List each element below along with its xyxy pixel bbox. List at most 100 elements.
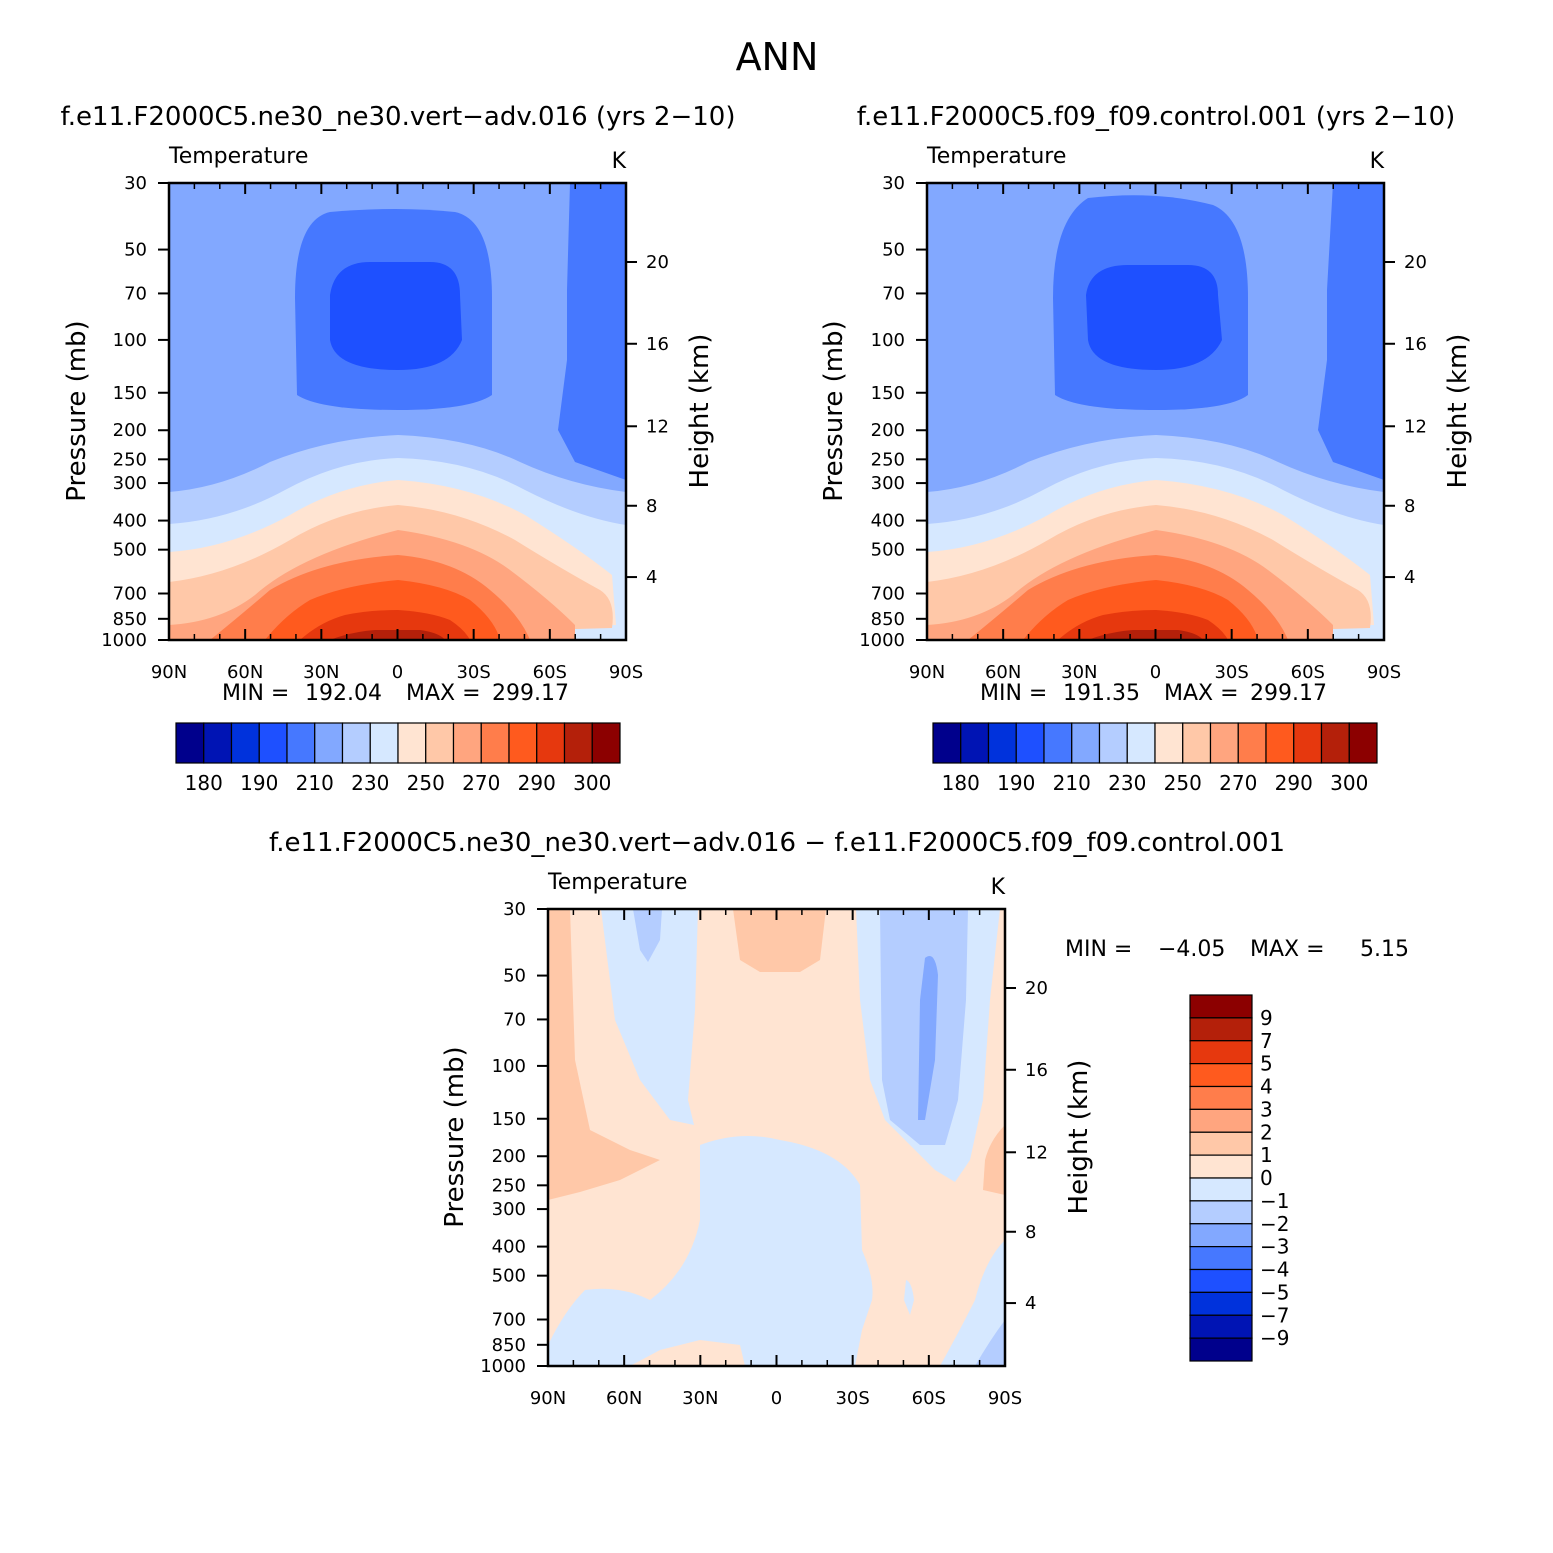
- colorbar-swatch: [452, 722, 482, 764]
- x-tick-label: 90S: [1367, 662, 1401, 683]
- x-tick-label: 60N: [227, 662, 263, 683]
- y-tick-label: 300: [871, 473, 905, 494]
- y-tick-label: 100: [492, 1056, 526, 1077]
- y-tick-label: 150: [113, 383, 147, 404]
- panel-case-max-value: 299.17: [492, 681, 569, 706]
- colorbar-label: −3: [1260, 1235, 1289, 1259]
- colorbar-label: 250: [407, 771, 445, 795]
- panel-control-min-value: 191.35: [1063, 681, 1140, 706]
- colorbar-swatch: [175, 722, 205, 764]
- colorbar-label: 5: [1260, 1052, 1273, 1076]
- colorbar-swatch: [203, 722, 233, 764]
- y-tick-label: 250: [871, 449, 905, 470]
- colorbar-label: 290: [518, 771, 556, 795]
- colorbar-swatch: [1189, 1040, 1253, 1065]
- colorbar-label: 2: [1260, 1120, 1273, 1144]
- x-tick-label: 30N: [303, 662, 339, 683]
- y-tick-label: 70: [882, 283, 905, 304]
- colorbar-swatch: [1189, 1085, 1253, 1110]
- y-tick-label: 1000: [859, 630, 905, 651]
- colorbar-swatch: [1071, 722, 1101, 764]
- colorbar-label: 270: [1219, 771, 1257, 795]
- y-tick-label: 100: [113, 330, 147, 351]
- colorbar-label: −5: [1260, 1280, 1289, 1304]
- y-tick-label: 500: [113, 540, 147, 561]
- colorbar-swatch: [1098, 722, 1128, 764]
- colorbar-label: 270: [462, 771, 500, 795]
- colorbar-swatch: [1189, 1268, 1253, 1293]
- y2-tick-label: 8: [1025, 1222, 1036, 1243]
- panel-control-max-label: MAX =: [1164, 681, 1239, 706]
- panel-difference-field: [548, 909, 1005, 1366]
- colorbar-swatch: [480, 722, 510, 764]
- panel-difference-min-label: MIN =: [1065, 937, 1132, 962]
- colorbar-swatch: [1189, 1154, 1253, 1179]
- colorbar-swatch: [1043, 722, 1073, 764]
- colorbar-swatch: [1348, 722, 1378, 764]
- y2-tick-label: 12: [1025, 1142, 1048, 1163]
- y-tick-label: 300: [492, 1199, 526, 1220]
- y2-tick-label: 20: [646, 252, 669, 273]
- x-tick-label: 30N: [1061, 662, 1097, 683]
- y-tick-label: 250: [492, 1175, 526, 1196]
- colorbar-label: −9: [1260, 1326, 1289, 1350]
- y-tick-label: 150: [492, 1109, 526, 1130]
- colorbar-swatch: [425, 722, 455, 764]
- y-tick-label: 50: [503, 966, 526, 987]
- y-tick-label: 70: [503, 1009, 526, 1030]
- colorbar-label: −4: [1260, 1258, 1289, 1282]
- colorbar-swatch: [1209, 722, 1239, 764]
- colorbar-label: 210: [296, 771, 334, 795]
- panel-control-title: f.e11.F2000C5.f09_f09.control.001 (yrs 2…: [857, 102, 1456, 132]
- colorbar-label: 180: [185, 771, 223, 795]
- y-tick-label: 1000: [101, 630, 147, 651]
- y-tick-label: 850: [113, 609, 147, 630]
- y-tick-label: 200: [113, 420, 147, 441]
- y2-tick-label: 8: [646, 496, 657, 517]
- panel-difference-title: f.e11.F2000C5.ne30_ne30.vert−adv.016 − f…: [269, 828, 1285, 858]
- panel-difference: f.e11.F2000C5.ne30_ne30.vert−adv.016 − f…: [269, 828, 1409, 1409]
- x-tick-label: 0: [771, 1388, 782, 1409]
- panel-control-max-value: 299.17: [1250, 681, 1327, 706]
- page-title: ANN: [736, 35, 819, 79]
- panel-case-title: f.e11.F2000C5.ne30_ne30.vert−adv.016 (yr…: [61, 102, 736, 132]
- colorbar-swatch: [1189, 1246, 1253, 1271]
- colorbar-swatch: [960, 722, 990, 764]
- y-tick-label: 1000: [480, 1356, 526, 1377]
- colorbar-label: 190: [997, 771, 1035, 795]
- y-tick-label: 500: [492, 1266, 526, 1287]
- panel-difference-ylabel: Pressure (mb): [440, 1046, 470, 1227]
- y-tick-label: 300: [113, 473, 147, 494]
- y-tick-label: 850: [492, 1335, 526, 1356]
- x-tick-label: 60S: [533, 662, 567, 683]
- y2-tick-label: 16: [1025, 1060, 1048, 1081]
- panel-case-ylabel: Pressure (mb): [62, 320, 92, 501]
- colorbar-label: 7: [1260, 1029, 1273, 1053]
- colorbar-label: −7: [1260, 1303, 1289, 1327]
- y-tick-label: 70: [124, 283, 147, 304]
- panel-control-axes: 90N 60N 30N 0 30S 60S 90S 30 50 70 100 150 200 250 300…: [859, 173, 1427, 683]
- colorbar-label: 190: [240, 771, 278, 795]
- panel-case-axes: 90N 60N 30N 0 30S 60S 90S 30 50 70 100 150 200 250 300…: [101, 173, 669, 683]
- colorbar-label: −1: [1260, 1189, 1289, 1213]
- y-tick-label: 50: [124, 240, 147, 261]
- colorbar-swatch: [1154, 722, 1184, 764]
- colorbar-swatch: [1189, 1314, 1253, 1339]
- panel-case-colorbar: 180 190 210 230 250 270 290 300: [175, 722, 621, 795]
- colorbar-swatch: [1320, 722, 1350, 764]
- y2-tick-label: 4: [646, 567, 657, 588]
- x-tick-label: 30N: [682, 1388, 718, 1409]
- colorbar-swatch: [1189, 1063, 1253, 1088]
- colorbar-swatch: [314, 722, 344, 764]
- y-tick-label: 400: [113, 511, 147, 532]
- colorbar-label: 4: [1260, 1075, 1273, 1099]
- y-tick-label: 700: [492, 1310, 526, 1331]
- colorbar-swatch: [1182, 722, 1212, 764]
- y-tick-label: 50: [882, 240, 905, 261]
- colorbar-swatch: [1189, 994, 1253, 1019]
- x-tick-label: 90N: [530, 1388, 566, 1409]
- colorbar-swatch: [1189, 1200, 1253, 1225]
- colorbar-swatch: [932, 722, 962, 764]
- colorbar-swatch: [1015, 722, 1045, 764]
